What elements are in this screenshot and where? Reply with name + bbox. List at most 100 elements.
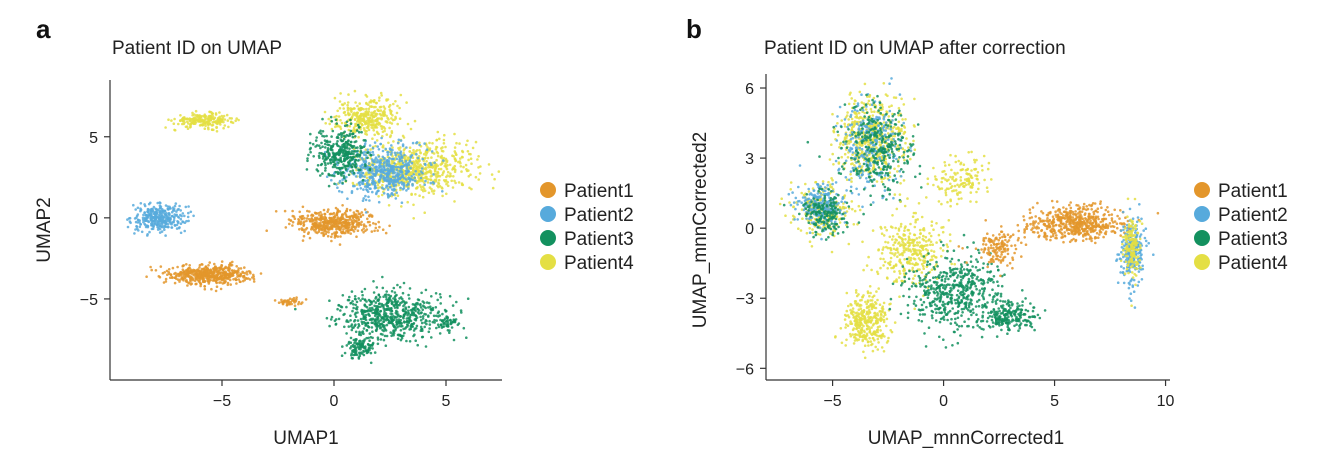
- scatter-point: [145, 213, 148, 217]
- scatter-point: [365, 336, 368, 340]
- scatter-point: [358, 212, 362, 216]
- scatter-point: [138, 225, 142, 229]
- scatter-point: [150, 268, 153, 272]
- scatter-point: [421, 329, 424, 333]
- scatter-point: [436, 323, 440, 327]
- scatter-point: [396, 175, 400, 179]
- scatter-point: [345, 147, 349, 150]
- scatter-point: [454, 181, 457, 185]
- scatter-point: [374, 222, 378, 226]
- scatter-point: [191, 111, 194, 115]
- scatter-point: [211, 112, 214, 115]
- scatter-point: [427, 301, 431, 305]
- scatter-point: [388, 224, 391, 228]
- scatter-point: [415, 141, 419, 144]
- scatter-point: [870, 110, 873, 114]
- scatter-point: [179, 118, 183, 122]
- scatter-point: [265, 229, 269, 232]
- panel-a-x-label: UMAP1: [273, 428, 338, 449]
- scatter-point: [421, 171, 424, 175]
- scatter-point: [375, 122, 379, 125]
- scatter-point: [314, 139, 318, 142]
- scatter-point: [343, 158, 347, 162]
- scatter-point: [306, 157, 309, 160]
- scatter-point: [307, 153, 310, 157]
- scatter-point: [853, 112, 857, 115]
- scatter-point: [227, 125, 230, 129]
- scatter-point: [434, 167, 437, 170]
- scatter-point: [391, 114, 394, 117]
- legend-label-patient4: Patient4: [564, 253, 634, 274]
- scatter-point: [371, 146, 375, 150]
- scatter-point: [441, 146, 444, 149]
- scatter-point: [438, 332, 442, 335]
- scatter-point: [351, 222, 355, 225]
- scatter-point: [348, 124, 352, 128]
- scatter-point: [435, 146, 439, 149]
- scatter-point: [889, 128, 892, 131]
- scatter-point: [186, 284, 189, 287]
- scatter-point: [328, 219, 332, 222]
- scatter-point: [189, 124, 192, 127]
- scatter-point: [347, 128, 351, 132]
- scatter-point: [426, 146, 429, 149]
- scatter-point: [370, 230, 374, 233]
- cluster-patient4-0: [164, 109, 240, 133]
- scatter-point: [293, 217, 297, 220]
- scatter-point: [436, 130, 440, 134]
- scatter-point: [377, 319, 381, 323]
- scatter-point: [322, 222, 326, 226]
- scatter-point: [408, 180, 412, 183]
- scatter-point: [858, 162, 861, 166]
- scatter-point: [843, 137, 847, 140]
- scatter-point: [322, 233, 325, 236]
- scatter-point: [882, 117, 886, 121]
- scatter-point: [430, 163, 433, 166]
- scatter-point: [422, 187, 426, 190]
- scatter-point: [321, 157, 325, 160]
- scatter-point: [304, 228, 307, 231]
- scatter-point: [404, 159, 408, 163]
- scatter-point: [233, 270, 237, 274]
- scatter-point: [347, 225, 351, 229]
- scatter-point: [354, 323, 357, 327]
- scatter-point: [441, 312, 444, 316]
- scatter-point: [379, 161, 383, 164]
- scatter-point: [332, 155, 336, 158]
- scatter-point: [132, 203, 135, 207]
- scatter-point: [438, 293, 442, 296]
- scatter-point: [390, 144, 393, 147]
- scatter-point: [333, 96, 337, 100]
- scatter-point: [849, 170, 853, 173]
- scatter-point: [398, 181, 401, 185]
- scatter-point: [380, 94, 384, 97]
- scatter-point: [156, 201, 159, 205]
- scatter-point: [159, 222, 162, 226]
- scatter-point: [209, 115, 213, 118]
- scatter-point: [334, 318, 338, 321]
- scatter-point: [406, 122, 410, 126]
- scatter-point: [903, 158, 906, 162]
- scatter-point: [387, 204, 391, 207]
- scatter-point: [462, 165, 465, 169]
- scatter-point: [337, 317, 341, 321]
- scatter-point: [181, 117, 185, 121]
- scatter-point: [343, 124, 347, 128]
- scatter-point: [471, 146, 475, 150]
- scatter-point: [368, 332, 372, 335]
- scatter-point: [364, 194, 367, 198]
- scatter-point: [362, 231, 365, 234]
- scatter-point: [252, 277, 256, 281]
- scatter-point: [419, 319, 423, 322]
- scatter-point: [241, 270, 244, 274]
- scatter-point: [850, 162, 853, 166]
- scatter-point: [219, 123, 222, 126]
- scatter-point: [426, 156, 430, 160]
- scatter-point: [387, 293, 391, 297]
- scatter-point: [410, 175, 414, 178]
- scatter-point: [323, 152, 326, 156]
- scatter-point: [897, 120, 901, 124]
- scatter-point: [385, 290, 389, 293]
- scatter-point: [397, 183, 400, 187]
- scatter-point: [376, 342, 380, 346]
